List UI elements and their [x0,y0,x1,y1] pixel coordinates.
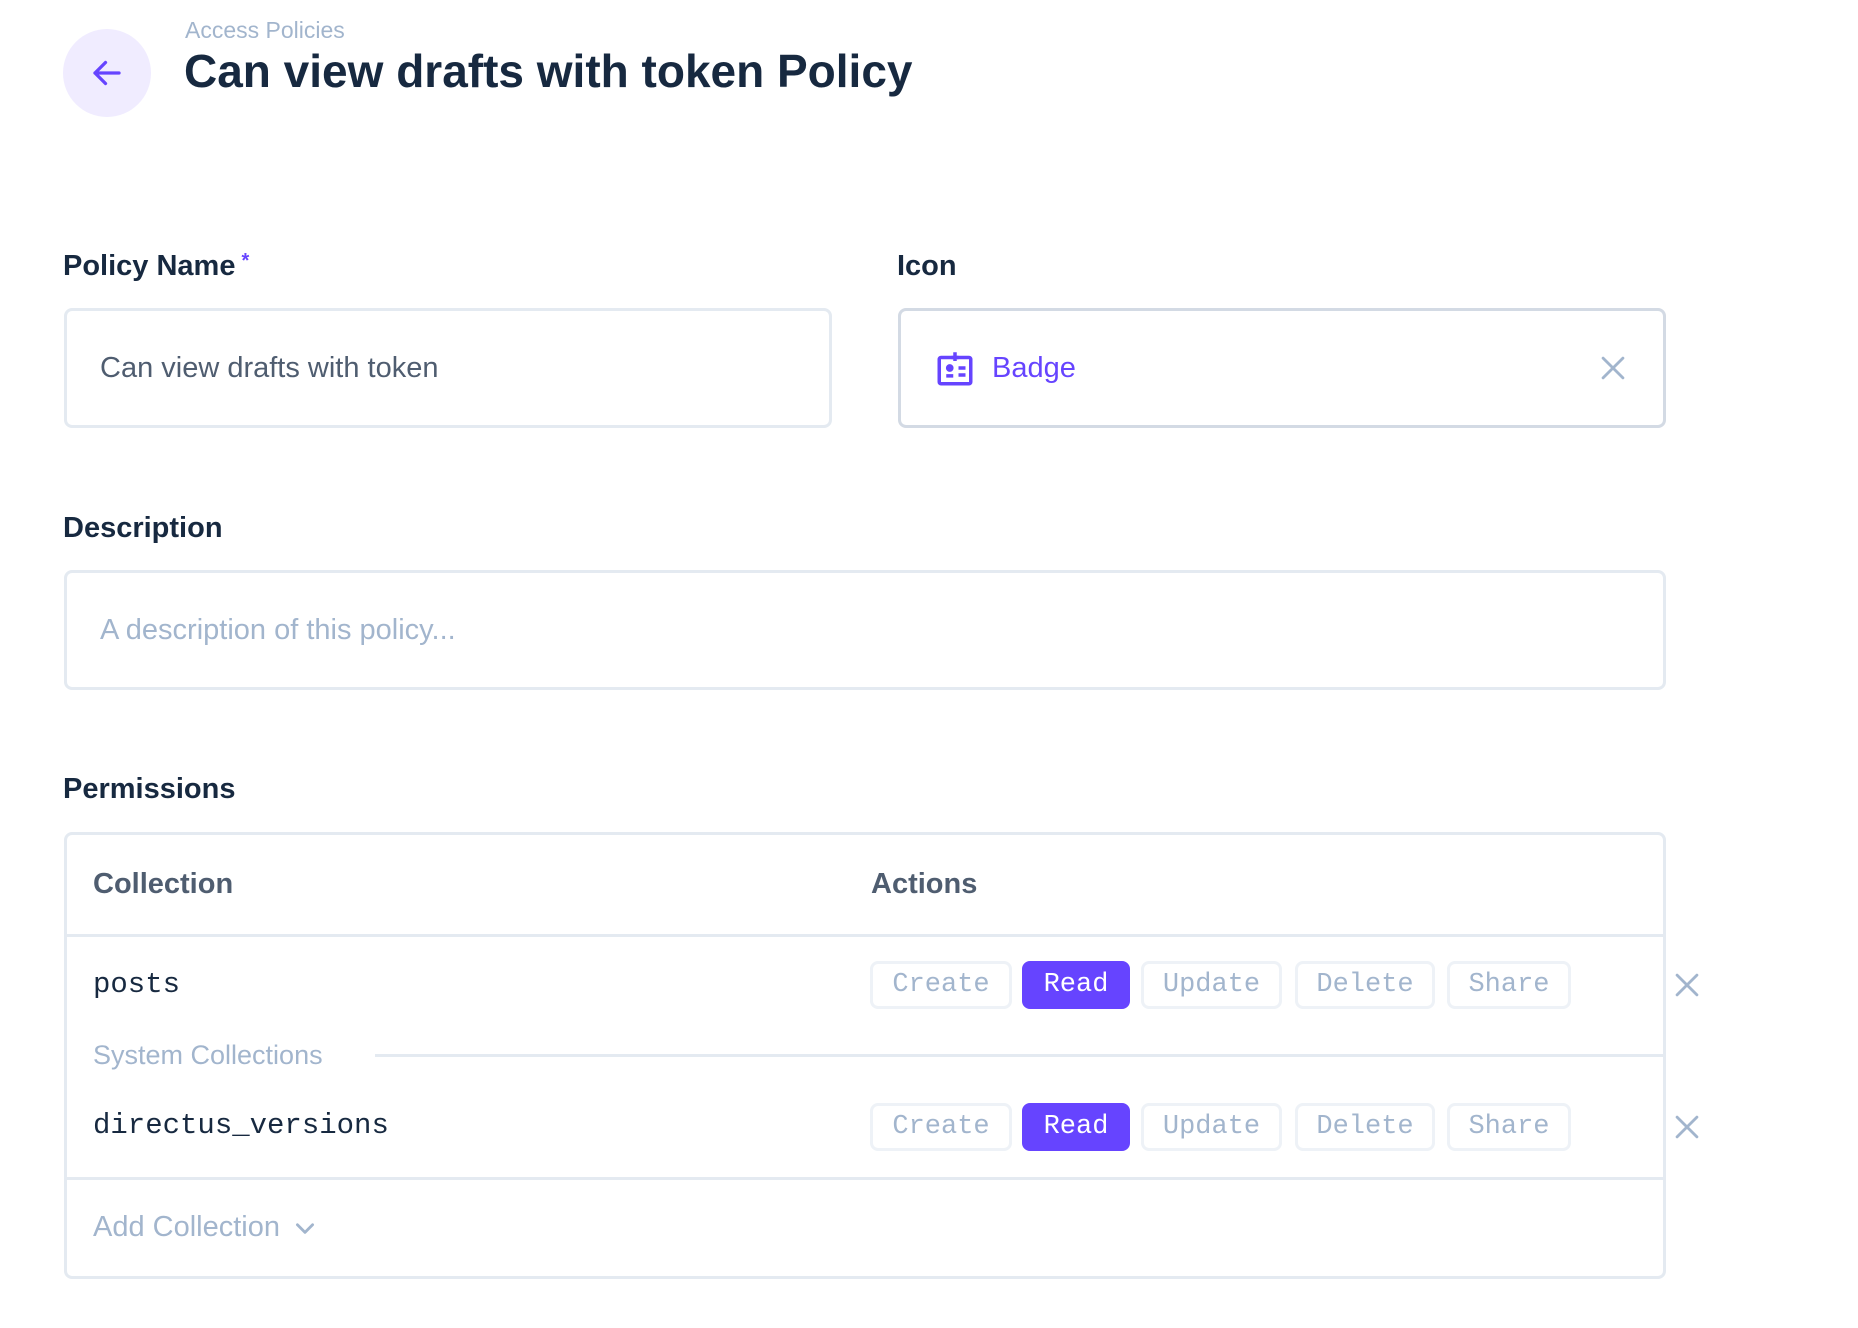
page-title: Can view drafts with token Policy [184,45,913,97]
action-delete-button[interactable]: Delete [1295,961,1435,1009]
policy-name-label-text: Policy Name [63,250,236,282]
add-collection-label: Add Collection [93,1211,280,1243]
chevron-down-icon [296,1222,314,1234]
arrow-left-icon [93,60,121,86]
remove-row-icon[interactable] [1670,968,1704,1007]
description-label: Description [63,512,223,544]
column-header-collection: Collection [93,868,234,900]
add-collection-button[interactable]: Add Collection [93,1211,318,1244]
action-read-button[interactable]: Read [1022,961,1130,1009]
permissions-table: Collection Actions posts Create Read Updat… [64,832,1699,1279]
action-update-button[interactable]: Update [1141,1103,1282,1151]
action-share-button[interactable]: Share [1447,961,1571,1009]
column-header-actions: Actions [871,868,978,900]
action-share-button[interactable]: Share [1447,1103,1571,1151]
action-delete-button[interactable]: Delete [1295,1103,1435,1151]
icon-select[interactable]: Badge [898,308,1666,428]
required-mark: * [241,250,250,272]
back-button[interactable] [63,29,151,117]
badge-icon [937,352,973,386]
icon-label: Icon [897,250,957,282]
collection-name[interactable]: directus_versions [93,1109,389,1142]
policy-name-input[interactable]: Can view drafts with token [64,308,832,428]
action-buttons: Create Read Update Delete Share [870,1103,1699,1151]
action-read-button[interactable]: Read [1022,1103,1130,1151]
icon-value: Badge [992,351,1076,384]
action-create-button[interactable]: Create [870,1103,1012,1151]
action-create-button[interactable]: Create [870,961,1012,1009]
divider [67,934,1663,937]
remove-row-icon[interactable] [1670,1110,1704,1149]
permissions-label: Permissions [63,773,236,805]
action-update-button[interactable]: Update [1141,961,1282,1009]
action-buttons: Create Read Update Delete Share [870,961,1699,1009]
policy-name-label: Policy Name * [63,250,249,283]
divider [67,1177,1663,1180]
clear-icon[interactable] [1596,351,1630,385]
collection-name[interactable]: posts [93,968,181,1001]
description-input[interactable]: A description of this policy... [64,570,1666,690]
system-collections-label: System Collections [93,1040,323,1070]
divider [375,1054,1663,1057]
breadcrumb[interactable]: Access Policies [185,17,345,43]
